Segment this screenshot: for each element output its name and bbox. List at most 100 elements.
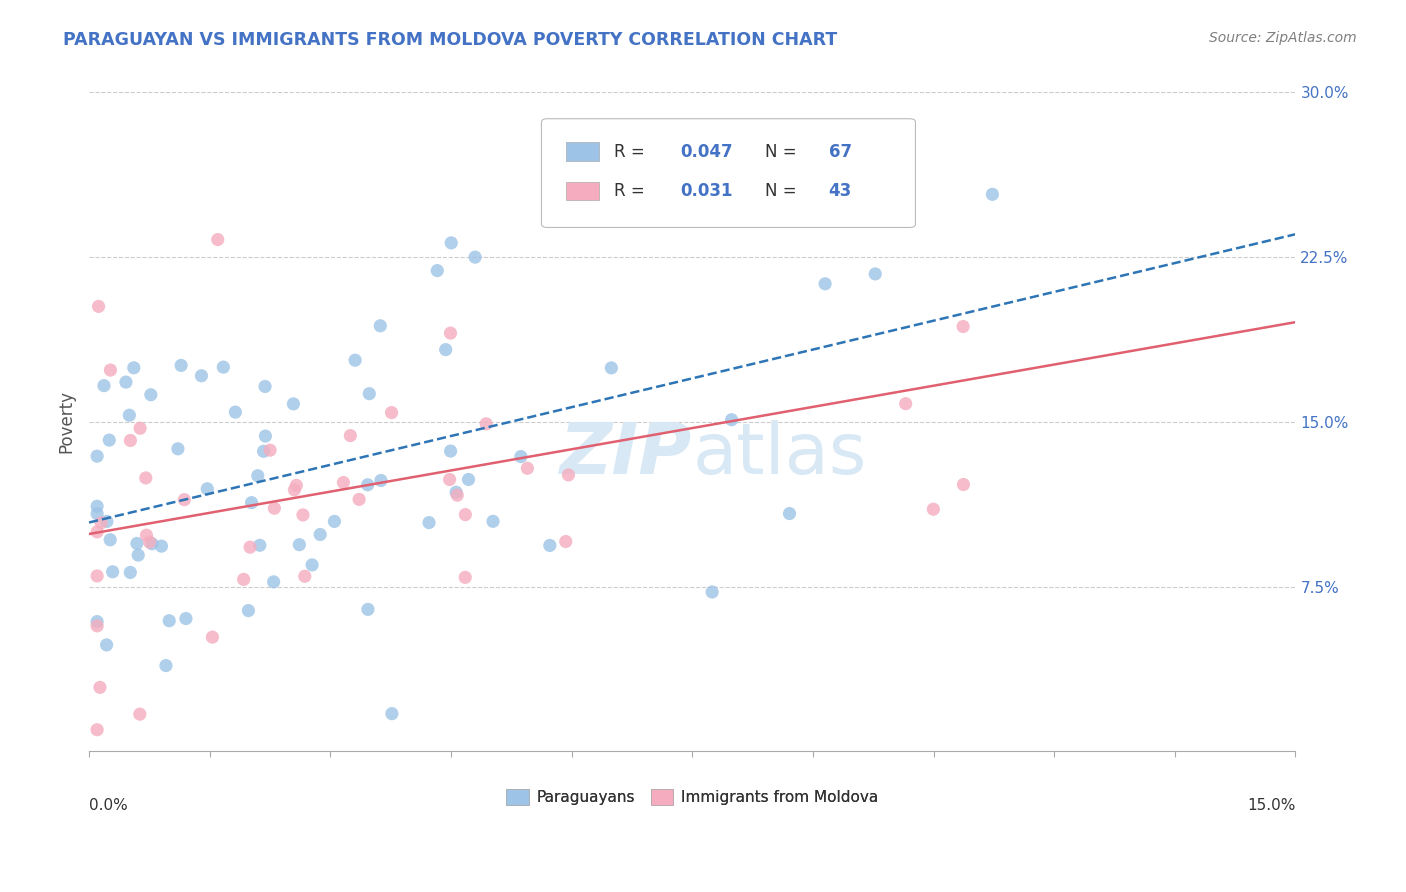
Point [454, 508, 477, 522]
Point [381, 706, 404, 721]
Point [439, 444, 461, 458]
Point [96, 514, 118, 528]
Point [127, 548, 149, 562]
Text: 0.031: 0.031 [681, 182, 733, 200]
Point [86, 619, 108, 633]
Point [86, 449, 108, 463]
Point [252, 444, 274, 458]
Text: R =: R = [614, 182, 650, 200]
Point [344, 353, 367, 368]
Point [288, 538, 311, 552]
FancyBboxPatch shape [541, 119, 915, 227]
Point [173, 492, 195, 507]
Text: 0.0%: 0.0% [89, 797, 128, 813]
Point [285, 478, 308, 492]
Point [439, 326, 461, 340]
Point [952, 477, 974, 491]
Point [96, 638, 118, 652]
Point [309, 527, 332, 541]
Point [301, 558, 323, 572]
Point [87, 299, 110, 313]
Point [720, 413, 742, 427]
Text: 43: 43 [828, 182, 852, 200]
Point [475, 417, 498, 431]
Point [240, 496, 263, 510]
Text: PARAGUAYAN VS IMMIGRANTS FROM MOLDOVA POVERTY CORRELATION CHART: PARAGUAYAN VS IMMIGRANTS FROM MOLDOVA PO… [63, 31, 838, 49]
Point [128, 707, 150, 722]
Point [224, 405, 246, 419]
Point [370, 474, 392, 488]
Point [294, 569, 316, 583]
Point [444, 485, 467, 500]
Point [291, 508, 314, 522]
Point [249, 538, 271, 552]
Point [357, 477, 380, 491]
Text: 0.047: 0.047 [681, 143, 733, 161]
Point [457, 473, 479, 487]
Point [86, 500, 108, 514]
Point [434, 343, 457, 357]
Point [339, 428, 361, 442]
Point [538, 538, 561, 552]
Point [122, 360, 145, 375]
Text: N =: N = [765, 182, 801, 200]
Point [138, 535, 160, 549]
Point [98, 533, 121, 547]
Point [894, 397, 917, 411]
Point [981, 187, 1004, 202]
Point [922, 502, 945, 516]
Point [86, 507, 108, 521]
Point [195, 482, 218, 496]
Point [150, 539, 173, 553]
Point [259, 443, 281, 458]
Point [454, 570, 477, 584]
Point [232, 573, 254, 587]
Point [554, 534, 576, 549]
Text: R =: R = [614, 143, 650, 161]
Point [702, 585, 724, 599]
Point [98, 433, 121, 447]
Point [368, 318, 391, 333]
Point [201, 630, 224, 644]
Legend: Paraguayans, Immigrants from Moldova: Paraguayans, Immigrants from Moldova [502, 785, 883, 810]
Point [155, 658, 177, 673]
Point [865, 267, 887, 281]
Point [174, 611, 197, 625]
Point [207, 233, 229, 247]
Point [263, 501, 285, 516]
Point [952, 319, 974, 334]
Point [246, 468, 269, 483]
Point [482, 514, 505, 528]
Point [89, 681, 111, 695]
Point [93, 378, 115, 392]
Point [509, 450, 531, 464]
Point [141, 537, 163, 551]
Point [129, 421, 152, 435]
Point [357, 602, 380, 616]
Point [786, 167, 808, 181]
Point [464, 250, 486, 264]
Point [440, 235, 463, 250]
Point [101, 565, 124, 579]
Y-axis label: Poverty: Poverty [58, 391, 75, 453]
Point [814, 277, 837, 291]
Point [600, 360, 623, 375]
Point [139, 388, 162, 402]
Point [135, 471, 157, 485]
Point [86, 723, 108, 737]
Point [446, 488, 468, 502]
Point [238, 604, 260, 618]
Point [380, 406, 402, 420]
Point [86, 569, 108, 583]
Point [120, 566, 142, 580]
FancyBboxPatch shape [565, 182, 599, 201]
Text: N =: N = [765, 143, 801, 161]
Point [90, 516, 112, 530]
Point [516, 461, 538, 475]
Point [283, 397, 305, 411]
Point [786, 125, 808, 139]
Point [86, 615, 108, 629]
Point [86, 524, 108, 539]
Point [118, 408, 141, 422]
FancyBboxPatch shape [565, 143, 599, 161]
